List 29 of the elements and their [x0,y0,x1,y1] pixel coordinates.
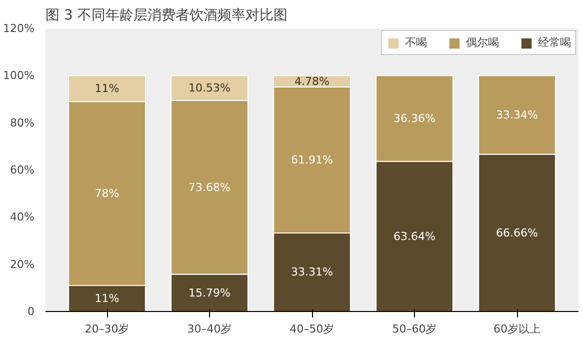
x-tick-label: 50–60岁 [392,322,437,336]
y-tick-label: 120% [3,22,35,35]
legend-label: 不喝 [405,35,427,50]
data-label: 36.36% [394,112,436,126]
y-tick-label: 80% [10,116,35,130]
data-label: 63.64% [394,230,436,243]
data-label: 10.53% [188,82,230,95]
chart-title: 图 3 不同年龄层消费者饮酒频率对比图 [46,8,288,24]
y-tick-label: 20% [10,258,35,271]
data-label: 33.34% [496,108,538,122]
data-label: 4.78% [294,74,330,88]
y-tick-label: 60% [10,164,35,176]
data-label: 73.68% [188,180,230,194]
x-tick-label: 30–40岁 [187,322,232,336]
x-tick-label: 20–30岁 [84,322,130,336]
data-label: 11% [94,292,120,306]
data-label: 78% [94,187,120,200]
y-tick-label: 100% [3,69,35,82]
legend-label: 经常喝 [538,35,571,50]
legend-label: 偶尔喝 [466,35,499,50]
data-label: 15.79% [188,286,230,300]
x-tick-label: 40–50岁 [290,322,334,336]
data-label: 61.91% [291,153,333,166]
data-label: 33.31% [291,266,333,279]
y-tick-label: 0 [28,305,34,318]
y-tick-label: 40% [10,210,35,224]
x-tick-label: 60岁以上 [494,322,540,336]
data-label: 11% [94,82,120,96]
data-label: 66.66% [496,226,538,240]
